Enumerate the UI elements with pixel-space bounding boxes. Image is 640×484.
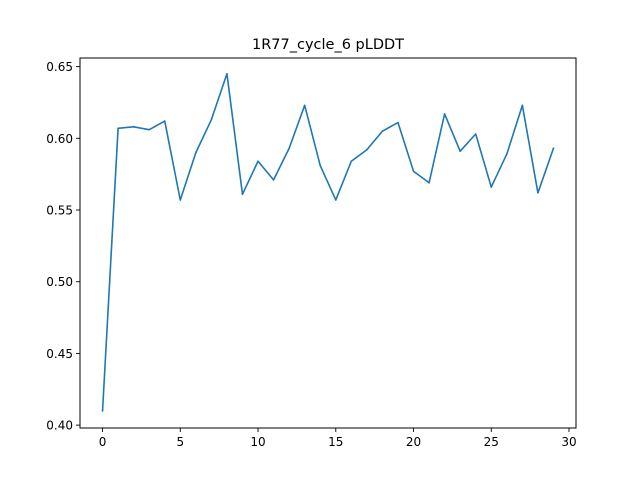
data-point	[474, 133, 477, 135]
data-point	[101, 409, 104, 412]
y-tick-label: 0.50	[46, 275, 73, 289]
y-tick-label: 0.45	[46, 347, 73, 361]
data-point	[179, 199, 182, 201]
data-point	[117, 127, 119, 130]
x-tick-label: 25	[484, 435, 499, 449]
data-point	[443, 113, 446, 115]
y-tick-label: 0.55	[46, 204, 73, 218]
x-tick-label: 20	[406, 435, 421, 449]
data-point	[490, 186, 493, 188]
data-point	[148, 128, 150, 131]
data-point	[350, 160, 353, 163]
x-tick-label: 0	[99, 435, 107, 449]
y-tick-label: 0.40	[46, 419, 73, 433]
chart-title: 1R77_cycle_6 pLDDT	[252, 37, 404, 53]
data-point	[459, 150, 461, 153]
data-point	[428, 181, 430, 184]
data-point	[226, 72, 228, 75]
data-point	[241, 193, 244, 196]
x-axis-ticks: 0 5 10 15 20 25 30	[99, 428, 577, 449]
data-point	[303, 104, 306, 107]
y-tick-label: 0.60	[46, 132, 73, 146]
data-point	[257, 160, 259, 163]
data-point	[506, 153, 508, 155]
data-point	[210, 118, 213, 121]
data-point	[288, 147, 290, 150]
data-point	[552, 147, 555, 150]
x-tick-label: 30	[561, 435, 576, 449]
data-point	[366, 148, 368, 151]
data-point	[272, 179, 275, 181]
data-point	[132, 126, 135, 128]
y-tick-label: 0.65	[46, 60, 73, 74]
data-point	[537, 192, 539, 194]
data-point	[412, 170, 415, 173]
x-tick-label: 10	[250, 435, 265, 449]
series-line	[101, 72, 555, 412]
data-point	[163, 120, 166, 122]
data-point	[381, 130, 384, 132]
plot-area	[101, 72, 555, 412]
x-tick-label: 15	[328, 435, 343, 449]
y-axis-ticks: 0.40 0.45 0.50 0.55 0.60 0.65	[46, 60, 80, 433]
data-point	[334, 199, 337, 201]
data-point	[397, 121, 399, 124]
data-point	[195, 151, 197, 154]
axes-frame	[79, 57, 577, 429]
data-point	[521, 104, 524, 107]
x-tick-label: 5	[176, 435, 184, 449]
data-point	[319, 164, 322, 167]
